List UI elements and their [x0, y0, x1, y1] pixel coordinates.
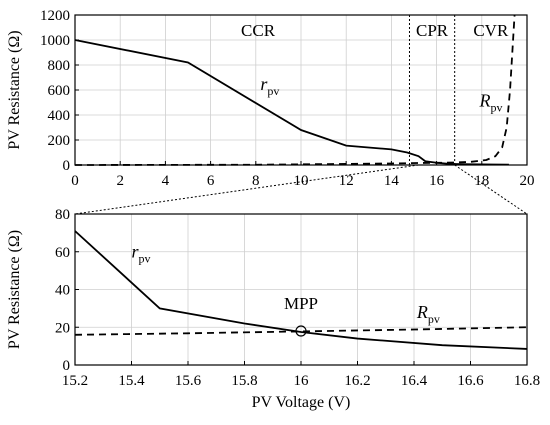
zoom-connectors — [74, 164, 528, 215]
series-line-r-solid — [74, 230, 528, 350]
y-tick-label: 0 — [63, 158, 71, 174]
x-tick-label: 10 — [294, 173, 309, 189]
x-tick-label: 8 — [252, 173, 260, 189]
x-tick-label: 16.8 — [514, 373, 540, 389]
y-tick-label: 80 — [55, 207, 70, 223]
y-tick-label: 800 — [48, 58, 71, 74]
bottom-panel: 15.2 15.4 15.6 15.8 16 16.2 16.4 16.6 16.8 0 20 40 6… — [6, 207, 540, 411]
zoom-connector-right — [454, 164, 528, 215]
x-tick-label: 18 — [474, 173, 489, 189]
x-tick-label: 2 — [116, 173, 124, 189]
series-label-r: Rpv — [416, 302, 440, 326]
x-tick-label: 16 — [294, 373, 310, 389]
series-name-subscript: pv — [267, 84, 279, 98]
series-line-r-dashed — [74, 14, 516, 166]
y-tick-label: 200 — [48, 133, 71, 149]
x-tick-label: 15.4 — [118, 373, 145, 389]
x-tick-label: 6 — [207, 173, 215, 189]
mpp-label: MPP — [284, 294, 318, 313]
x-axis-label: PV Voltage (V) — [252, 394, 351, 411]
y-tick-label: 0 — [63, 358, 71, 374]
series-line-r-solid — [74, 39, 509, 166]
y-axis-label: PV Resistance (Ω) — [6, 230, 23, 349]
region-label: CPR — [416, 21, 449, 40]
series-name-subscript: pv — [139, 251, 151, 265]
y-tick-label: 20 — [55, 320, 70, 336]
series-name-subscript: pv — [428, 312, 440, 326]
y-tick-label: 40 — [55, 283, 70, 299]
y-axis-label: PV Resistance (Ω) — [6, 30, 23, 149]
region-label: CVR — [473, 21, 509, 40]
x-tick-label: 0 — [71, 173, 79, 189]
series-name-subscript: pv — [491, 100, 503, 114]
y-tick-label: 60 — [55, 245, 70, 261]
series-name: r — [260, 74, 268, 94]
series-name: R — [416, 302, 428, 322]
series-name: R — [479, 90, 491, 110]
series-label-r: rpv — [132, 241, 151, 265]
y-tick-label: 600 — [48, 83, 71, 99]
y-tick-label: 400 — [48, 108, 71, 124]
y-tick-label: 1200 — [40, 8, 70, 24]
series-label-r: Rpv — [479, 90, 503, 114]
y-tick-label: 1000 — [40, 33, 70, 49]
series-line-r-dashed — [74, 326, 528, 336]
mpp-marker — [295, 325, 307, 337]
x-tick-label: 16.6 — [457, 373, 484, 389]
series-label-r: rpv — [260, 74, 279, 98]
zoom-connector-left — [74, 164, 419, 215]
x-tick-label: 12 — [339, 173, 354, 189]
x-tick-label: 16 — [429, 173, 445, 189]
x-tick-label: 15.8 — [231, 373, 257, 389]
series-name: r — [132, 241, 140, 261]
x-tick-label: 4 — [162, 173, 170, 189]
x-tick-label: 15.6 — [175, 373, 202, 389]
x-tick-label: 16.2 — [344, 373, 370, 389]
region-label: CCR — [241, 21, 276, 40]
x-tick-label: 16.4 — [401, 373, 428, 389]
x-tick-label: 15.2 — [62, 373, 88, 389]
x-tick-label: 14 — [384, 173, 400, 189]
x-tick-label: 20 — [520, 173, 535, 189]
